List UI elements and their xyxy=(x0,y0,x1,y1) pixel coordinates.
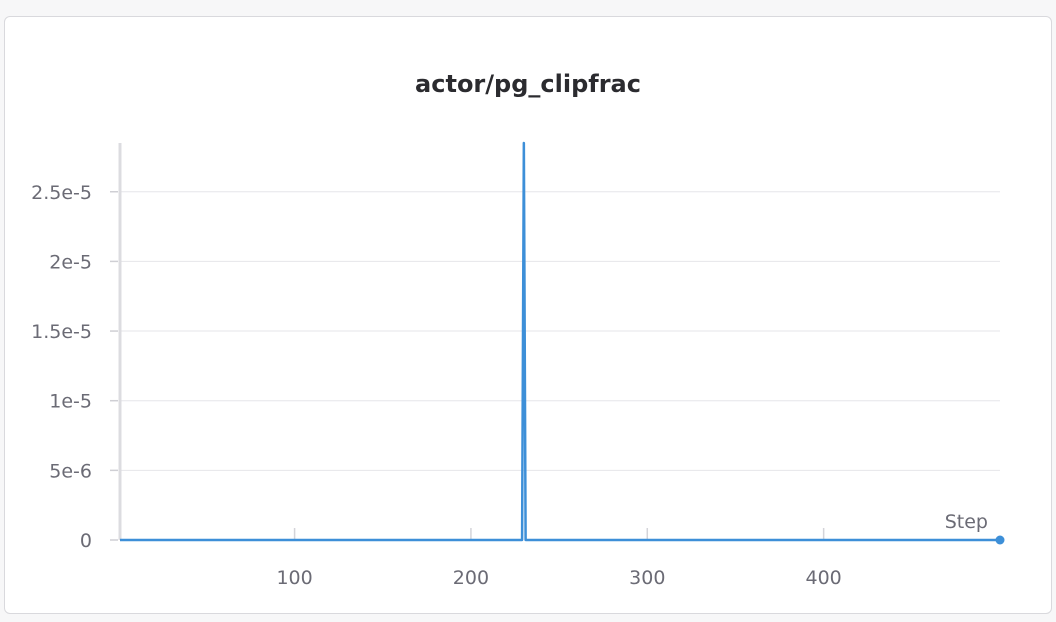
y-tick-label: 0 xyxy=(80,530,92,552)
series-line[interactable] xyxy=(120,141,1000,542)
series-end-point[interactable] xyxy=(995,535,1005,545)
y-tick-label: 1.5e-5 xyxy=(31,321,92,343)
x-tick-label: 200 xyxy=(453,567,489,589)
chart-panel xyxy=(4,16,1052,614)
x-tick-label: 400 xyxy=(806,567,842,589)
x-tick-label: 300 xyxy=(629,567,665,589)
x-axis-label: Step xyxy=(945,511,988,533)
tick-labels: 0 5e-6 1e-5 1.5e-5 2e-5 2.5e-5 100 200 300 400 xyxy=(31,182,842,589)
y-tick-label: 1e-5 xyxy=(49,391,92,413)
y-tick-label: 5e-6 xyxy=(49,460,92,482)
y-tick-label: 2.5e-5 xyxy=(31,182,92,204)
axes xyxy=(110,143,825,541)
x-tick-label: 100 xyxy=(276,567,312,589)
chart-title: actor/pg_clipfrac xyxy=(415,70,641,98)
series-layer[interactable] xyxy=(120,141,1005,545)
y-tick-label: 2e-5 xyxy=(49,251,92,273)
grid-lines xyxy=(120,191,1000,471)
